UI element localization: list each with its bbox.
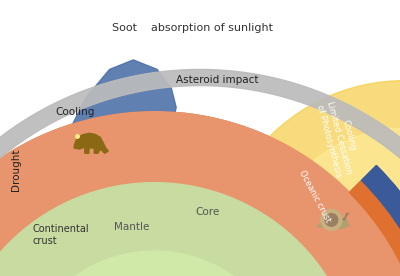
Text: Cooling: Cooling xyxy=(55,107,95,117)
Text: Cooling
Limited Cessation
of Photosynthesis: Cooling Limited Cessation of Photosynthe… xyxy=(315,98,363,178)
Polygon shape xyxy=(0,112,400,276)
Text: Drought: Drought xyxy=(11,148,21,191)
Text: Continental
crust: Continental crust xyxy=(32,224,89,246)
Text: Core: Core xyxy=(196,207,220,217)
Polygon shape xyxy=(0,183,359,276)
Polygon shape xyxy=(0,183,359,276)
Text: Soot    absorption of sunlight: Soot absorption of sunlight xyxy=(112,23,273,33)
Polygon shape xyxy=(270,81,400,271)
Polygon shape xyxy=(317,218,348,229)
Wedge shape xyxy=(362,166,400,276)
Polygon shape xyxy=(304,128,400,271)
Polygon shape xyxy=(0,112,400,276)
Polygon shape xyxy=(18,251,291,276)
Polygon shape xyxy=(0,112,400,276)
Polygon shape xyxy=(0,70,400,276)
Text: Mantle: Mantle xyxy=(114,222,149,232)
Polygon shape xyxy=(0,183,359,276)
Wedge shape xyxy=(350,181,400,276)
Polygon shape xyxy=(0,183,359,276)
Polygon shape xyxy=(74,133,108,153)
Text: Asteroid impact: Asteroid impact xyxy=(176,75,258,85)
Wedge shape xyxy=(362,166,400,276)
Polygon shape xyxy=(18,251,291,276)
Circle shape xyxy=(321,209,342,230)
Wedge shape xyxy=(350,181,400,276)
Polygon shape xyxy=(18,251,291,276)
Polygon shape xyxy=(62,60,176,169)
Circle shape xyxy=(325,214,338,226)
Text: Oceanic crust: Oceanic crust xyxy=(297,168,332,224)
Polygon shape xyxy=(18,251,291,276)
